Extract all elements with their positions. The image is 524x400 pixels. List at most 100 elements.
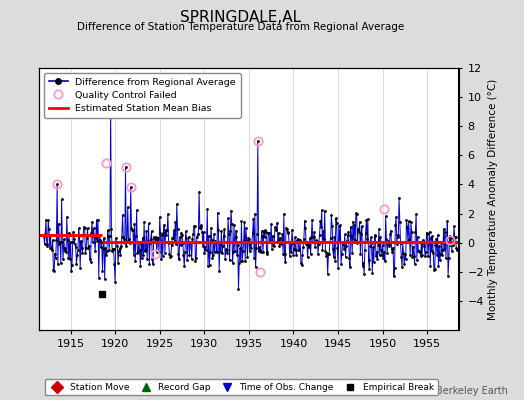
Point — [296, 237, 304, 243]
Point — [351, 237, 359, 243]
Point — [196, 222, 205, 228]
Point — [69, 228, 78, 235]
Point — [108, 245, 117, 252]
Point — [66, 256, 74, 262]
Point — [145, 220, 153, 227]
Point — [92, 217, 101, 223]
Point — [449, 239, 457, 246]
Point — [447, 248, 456, 254]
Point — [365, 266, 374, 273]
Point — [410, 261, 419, 267]
Point — [187, 238, 195, 245]
Point — [110, 246, 118, 252]
Point — [124, 204, 132, 210]
Point — [390, 273, 398, 280]
Point — [214, 227, 223, 233]
Point — [250, 211, 259, 217]
Point — [299, 244, 308, 250]
Point — [280, 251, 289, 257]
Point — [418, 251, 426, 258]
Point — [290, 246, 299, 252]
Point — [244, 234, 253, 241]
Point — [235, 260, 244, 266]
Point — [122, 164, 130, 170]
Point — [346, 224, 355, 230]
Point — [440, 246, 449, 252]
Point — [334, 265, 342, 271]
Point — [375, 226, 383, 232]
Point — [237, 218, 246, 224]
Point — [206, 249, 214, 255]
Point — [110, 261, 118, 268]
Point — [115, 245, 124, 252]
Text: Berkeley Earth: Berkeley Earth — [436, 386, 508, 396]
Point — [398, 264, 406, 270]
Point — [43, 243, 52, 250]
Point — [282, 225, 290, 231]
Point — [441, 228, 449, 235]
Point — [111, 279, 119, 285]
Point — [51, 250, 59, 257]
Point — [432, 236, 440, 242]
Point — [373, 256, 381, 262]
Point — [445, 232, 454, 239]
Point — [430, 267, 438, 273]
Point — [350, 222, 358, 229]
Point — [323, 271, 332, 278]
Point — [49, 267, 58, 273]
Point — [68, 262, 76, 268]
Point — [225, 257, 234, 263]
Point — [62, 214, 71, 220]
Point — [167, 253, 175, 259]
Point — [180, 263, 189, 269]
Point — [412, 210, 420, 217]
Point — [69, 239, 77, 245]
Point — [194, 231, 203, 238]
Point — [289, 252, 298, 258]
Point — [307, 233, 315, 240]
Point — [229, 249, 237, 255]
Point — [450, 223, 458, 229]
Point — [128, 227, 136, 233]
Point — [211, 238, 220, 244]
Point — [312, 239, 321, 245]
Point — [403, 224, 411, 230]
Point — [407, 219, 415, 225]
Point — [311, 244, 319, 250]
Point — [318, 207, 326, 213]
Point — [95, 232, 104, 238]
Point — [133, 250, 141, 257]
Point — [308, 216, 316, 223]
Point — [192, 255, 200, 262]
Point — [117, 234, 126, 240]
Point — [213, 210, 222, 216]
Point — [433, 252, 441, 258]
Point — [246, 240, 255, 246]
Point — [60, 236, 68, 242]
Point — [75, 233, 84, 239]
Point — [40, 232, 48, 239]
Point — [413, 256, 421, 263]
Point — [52, 236, 61, 243]
Point — [408, 254, 417, 260]
Point — [363, 236, 372, 242]
Point — [346, 263, 354, 270]
Point — [339, 240, 347, 247]
Point — [195, 225, 204, 232]
Point — [400, 261, 408, 268]
Point — [390, 265, 399, 271]
Point — [254, 248, 263, 254]
Point — [318, 247, 326, 254]
Point — [105, 246, 113, 253]
Point — [252, 245, 260, 251]
Point — [133, 207, 141, 213]
Point — [125, 236, 134, 242]
Point — [337, 260, 345, 267]
Point — [431, 266, 439, 272]
Point — [249, 216, 258, 222]
Point — [42, 216, 50, 223]
Point — [201, 244, 209, 250]
Point — [205, 262, 214, 268]
Point — [395, 195, 403, 201]
Point — [420, 243, 429, 249]
